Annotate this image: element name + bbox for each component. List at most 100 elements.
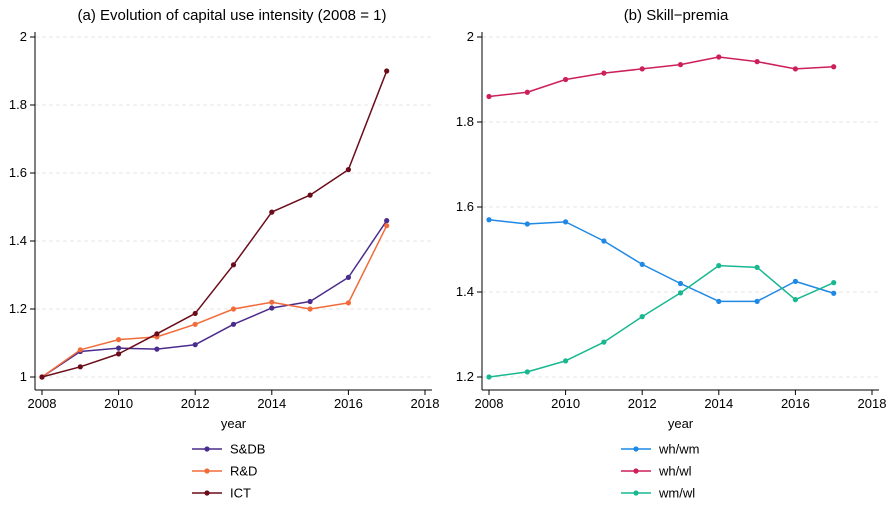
data-point: [754, 264, 760, 270]
data-point: [345, 300, 351, 306]
x-tick-label: 2010: [551, 396, 580, 411]
y-tick-label: 1.8: [9, 97, 27, 112]
data-point: [601, 339, 607, 345]
data-point: [345, 167, 351, 173]
y-tick-label: 1.6: [9, 165, 27, 180]
data-point: [77, 364, 83, 370]
y-tick-label: 1: [20, 369, 27, 384]
data-point: [524, 221, 530, 227]
data-point: [792, 66, 799, 72]
legend-marker: [633, 490, 639, 496]
data-point: [524, 369, 530, 375]
series-line: [41, 225, 388, 378]
data-point: [563, 219, 569, 225]
data-point: [716, 263, 722, 269]
data-point: [116, 351, 122, 357]
data-point: [116, 345, 122, 351]
chart-title: (b) Skill−premia: [624, 7, 729, 24]
data-point: [716, 54, 722, 60]
y-tick-label: 2: [20, 29, 27, 44]
data-point: [384, 68, 390, 74]
x-axis-title: year: [221, 416, 247, 431]
data-point: [639, 66, 645, 72]
data-point: [384, 218, 390, 224]
y-tick-label: 1.4: [456, 284, 474, 299]
x-tick-label: 2014: [257, 396, 286, 411]
data-point: [486, 374, 492, 380]
data-point: [154, 346, 160, 352]
chart-title: (a) Evolution of capital use intensity (…: [78, 7, 387, 24]
y-tick-label: 2: [467, 29, 474, 44]
data-point: [831, 280, 837, 286]
y-tick-label: 1.2: [9, 301, 27, 316]
data-point: [307, 298, 313, 305]
data-point: [563, 76, 569, 83]
y-tick-label: 1.4: [9, 233, 27, 248]
x-tick-label: 2018: [858, 396, 887, 411]
legend-marker: [204, 468, 210, 474]
y-tick-label: 1.6: [456, 199, 474, 214]
x-tick-label: 2014: [704, 396, 733, 411]
data-point: [601, 70, 607, 76]
data-point: [677, 290, 684, 296]
legend-label: S&DB: [230, 442, 265, 457]
data-point: [307, 192, 313, 198]
panel-capital-use-intensity: (a) Evolution of capital use intensity (…: [9, 7, 440, 501]
data-point: [716, 298, 722, 304]
legend-label: wh/wl: [658, 464, 692, 479]
panel-skill-premia: (b) Skill−premia 1.2 1.4 1.6 1.8 2 2008 2010 201…: [456, 7, 887, 501]
y-tick-label: 1.2: [456, 369, 474, 384]
legend-label: R&D: [230, 464, 257, 479]
data-point: [831, 64, 837, 70]
legend-marker: [204, 490, 210, 496]
data-point: [154, 331, 160, 337]
legend-marker: [633, 446, 639, 452]
data-point: [524, 89, 530, 95]
data-point: [792, 278, 799, 284]
data-point: [384, 223, 390, 229]
series-line: [41, 70, 388, 378]
data-point: [230, 321, 237, 327]
legend-label: ICT: [230, 486, 251, 501]
data-point: [269, 305, 275, 311]
series-line: [488, 219, 834, 303]
data-point: [677, 62, 684, 68]
data-point: [192, 321, 198, 327]
data-point: [831, 290, 837, 296]
x-tick-label: 2012: [181, 396, 210, 411]
data-point: [269, 209, 275, 215]
data-point: [192, 342, 198, 348]
data-point: [77, 347, 83, 353]
data-point: [486, 217, 492, 223]
data-point: [639, 261, 645, 267]
data-point: [677, 280, 684, 287]
data-point: [230, 306, 237, 312]
data-point: [754, 298, 760, 304]
data-point: [754, 59, 760, 65]
x-axis-title: year: [668, 416, 694, 431]
x-tick-label: 2016: [781, 396, 810, 411]
data-point: [269, 299, 275, 305]
x-tick-label: 2018: [411, 396, 440, 411]
data-point: [307, 306, 313, 312]
data-point: [486, 93, 492, 100]
data-point: [116, 337, 122, 343]
x-tick-label: 2008: [28, 396, 57, 411]
x-tick-label: 2008: [475, 396, 504, 411]
data-point: [601, 238, 607, 244]
x-tick-label: 2016: [334, 396, 363, 411]
data-point: [39, 374, 45, 380]
legend-marker: [204, 446, 210, 452]
data-point: [639, 314, 645, 320]
x-tick-label: 2012: [628, 396, 657, 411]
series-line: [488, 56, 834, 98]
legend-label: wh/wm: [658, 442, 699, 457]
data-point: [563, 358, 569, 364]
series-line: [41, 220, 388, 378]
x-tick-label: 2010: [104, 396, 133, 411]
data-point: [345, 274, 351, 280]
data-point: [792, 297, 799, 303]
data-point: [230, 262, 237, 268]
legend-label: wm/wl: [658, 486, 695, 501]
